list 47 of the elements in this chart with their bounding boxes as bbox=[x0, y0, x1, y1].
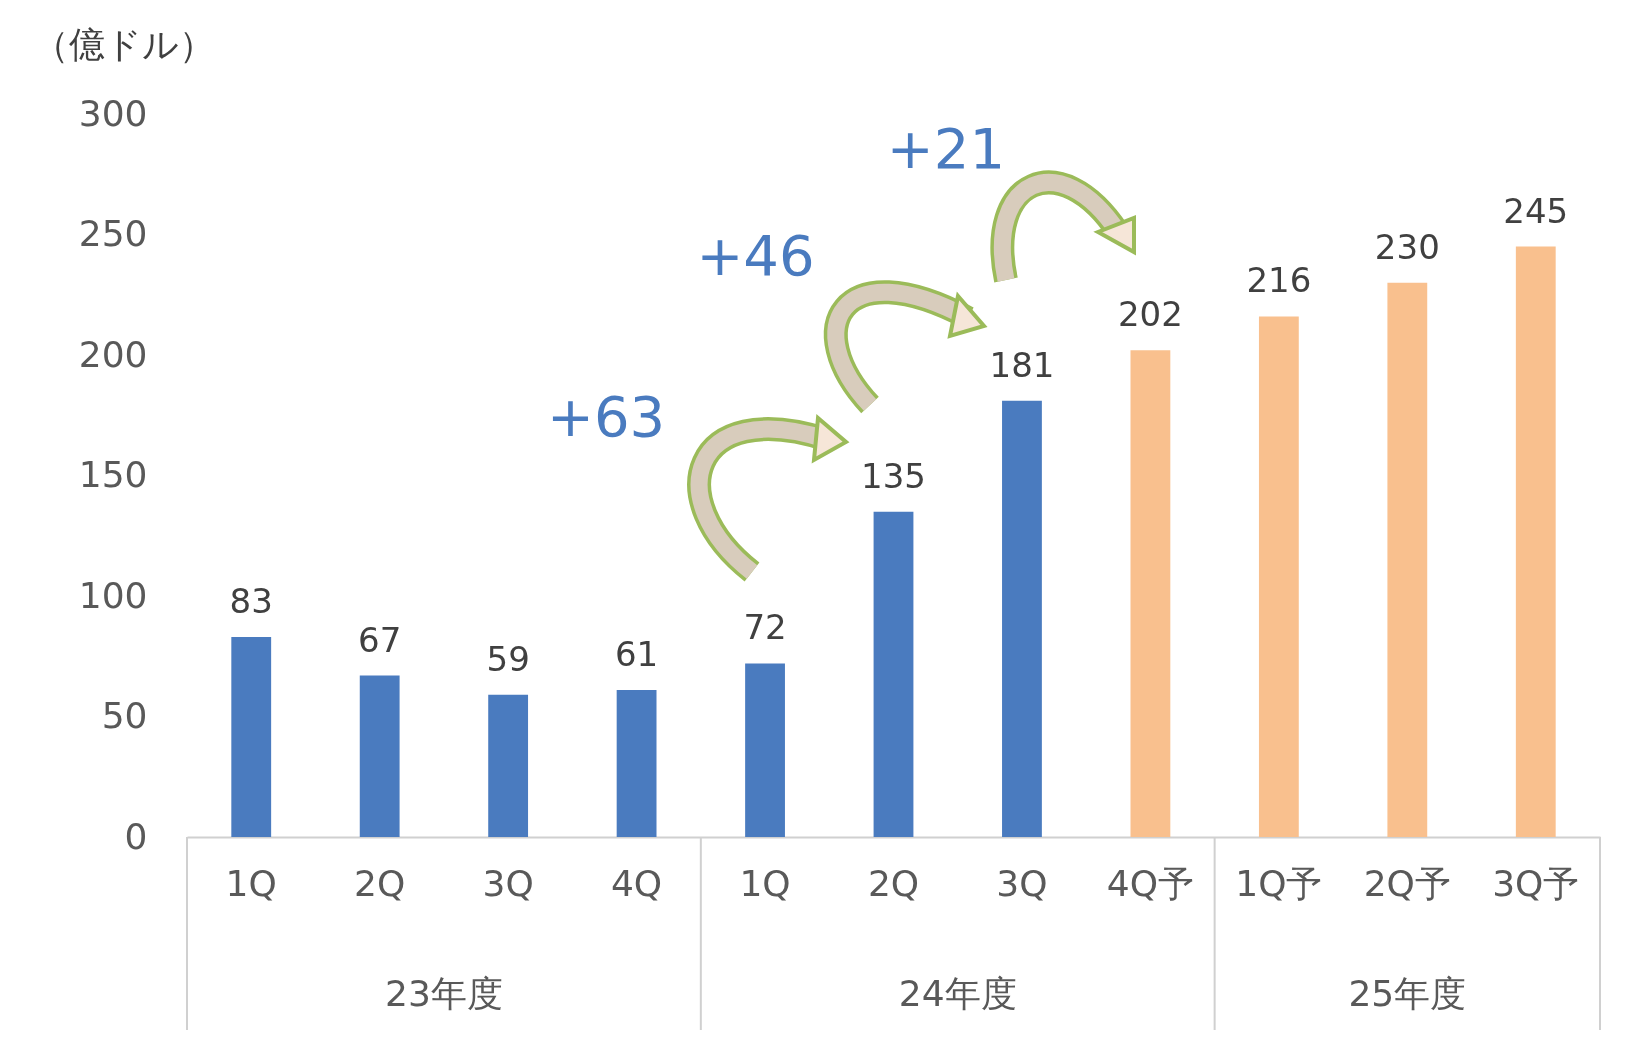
annotation: +46 bbox=[696, 223, 815, 289]
x-tick-label: 1Q予 bbox=[1235, 862, 1323, 904]
bar bbox=[1387, 282, 1428, 837]
data-label: 61 bbox=[614, 633, 659, 674]
bar bbox=[745, 663, 785, 837]
bar bbox=[1130, 350, 1171, 837]
text: 24年度 bbox=[897, 972, 1018, 1016]
bar bbox=[231, 636, 272, 837]
bar bbox=[1515, 246, 1556, 837]
x-tick-label: 4Q予 bbox=[1106, 862, 1195, 904]
annotation: +63 bbox=[547, 383, 666, 449]
y-tick-label: 0 bbox=[124, 815, 148, 857]
x-tick-label: 3Q bbox=[482, 862, 534, 904]
y-tick-label: 200 bbox=[78, 333, 148, 375]
data-label: 135 bbox=[861, 455, 926, 496]
bar bbox=[488, 694, 529, 837]
data-label: 181 bbox=[989, 344, 1055, 385]
x-tick-label: 3Q bbox=[996, 862, 1048, 904]
x-tick-label: 3Q予 bbox=[1492, 862, 1580, 904]
y-tick-label: 100 bbox=[78, 574, 148, 616]
x-tick-label: 1Q bbox=[739, 862, 791, 904]
bar bbox=[873, 511, 914, 837]
y-axis-title: （億ドル） bbox=[32, 23, 215, 65]
bar bbox=[1002, 400, 1042, 837]
data-label: 202 bbox=[1117, 294, 1183, 335]
data-label: 59 bbox=[486, 638, 530, 679]
x-tick-label: 2Q bbox=[867, 862, 920, 904]
x-tick-label: 1Q bbox=[225, 862, 277, 904]
x-tick-label: 2Q bbox=[354, 862, 406, 904]
text: 23年度 bbox=[384, 972, 504, 1016]
y-tick-label: 300 bbox=[78, 92, 148, 134]
y-tick-label: 150 bbox=[78, 454, 148, 495]
data-label: 245 bbox=[1503, 190, 1569, 231]
bar bbox=[616, 689, 657, 837]
x-tick-label: 2Q予 bbox=[1363, 862, 1451, 904]
data-label: 83 bbox=[229, 580, 273, 621]
bar bbox=[359, 675, 400, 837]
bar bbox=[1258, 316, 1299, 837]
y-tick-label: 50 bbox=[101, 695, 148, 736]
data-label: 72 bbox=[743, 607, 787, 648]
data-label: 216 bbox=[1246, 260, 1312, 301]
x-tick-label: 4Q bbox=[610, 862, 663, 904]
y-tick-label: 250 bbox=[78, 213, 148, 254]
data-label: 67 bbox=[358, 619, 402, 660]
text: 25年度 bbox=[1347, 972, 1468, 1016]
data-label: 230 bbox=[1374, 226, 1440, 267]
annotation: +21 bbox=[886, 115, 1006, 181]
